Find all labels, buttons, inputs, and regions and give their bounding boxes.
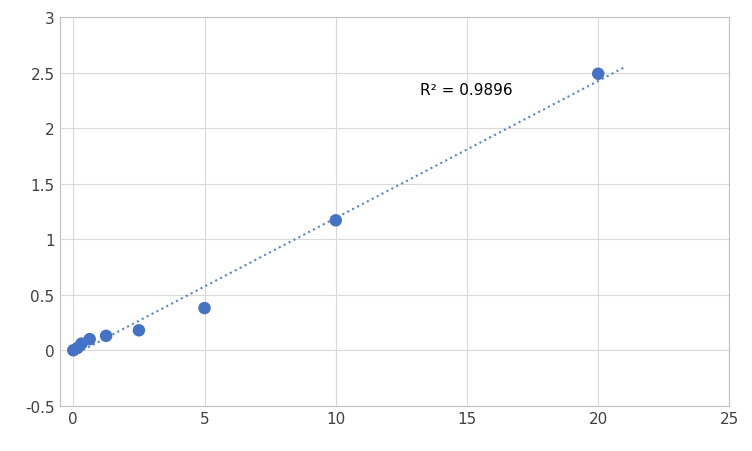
Point bbox=[199, 305, 211, 312]
Point bbox=[329, 217, 341, 225]
Point bbox=[83, 336, 96, 343]
Point bbox=[75, 340, 87, 347]
Point bbox=[71, 345, 83, 352]
Point bbox=[592, 71, 604, 78]
Point bbox=[67, 347, 79, 354]
Point bbox=[133, 327, 145, 334]
Point bbox=[100, 332, 112, 340]
Text: R² = 0.9896: R² = 0.9896 bbox=[420, 83, 512, 97]
